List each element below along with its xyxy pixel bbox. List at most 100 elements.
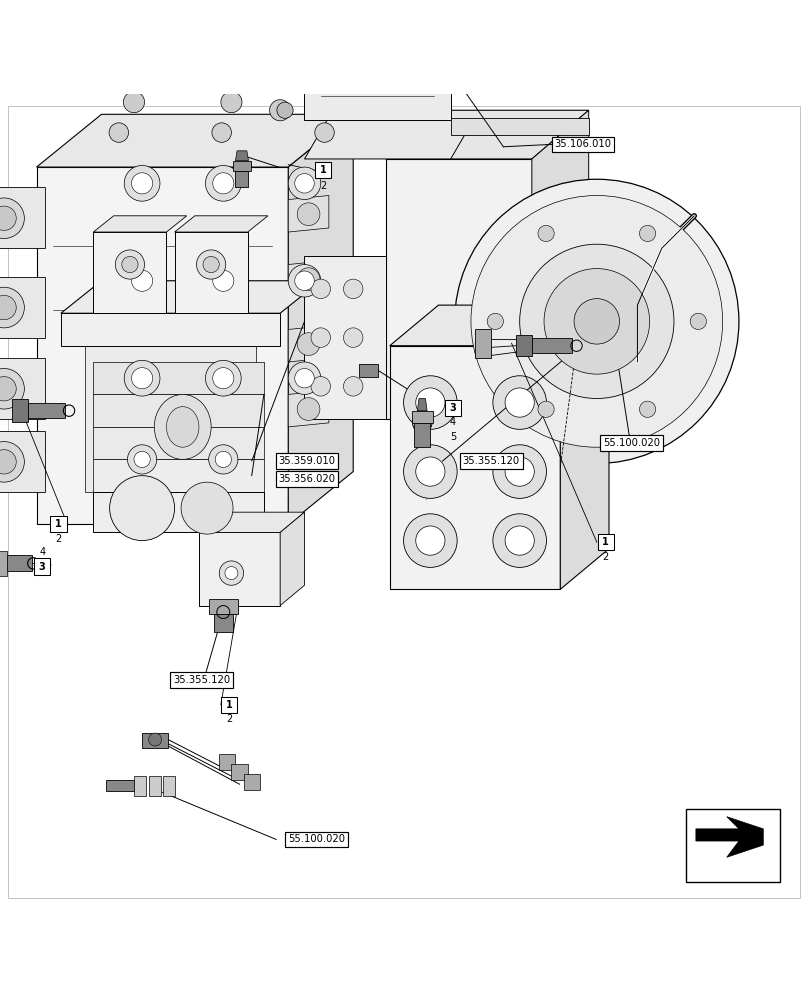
Text: 5: 5 [449,432,456,442]
Polygon shape [560,305,608,589]
Circle shape [0,206,16,230]
Circle shape [212,368,234,389]
Circle shape [219,561,243,585]
Polygon shape [450,118,588,135]
Polygon shape [142,733,168,748]
Polygon shape [163,776,175,796]
Polygon shape [474,329,491,358]
Polygon shape [93,394,264,427]
Circle shape [221,92,242,113]
Polygon shape [280,512,304,606]
Circle shape [294,174,314,193]
Ellipse shape [154,394,211,459]
Circle shape [519,244,673,399]
Polygon shape [304,256,385,419]
Polygon shape [531,110,588,419]
Circle shape [492,514,546,567]
Text: 35.359.010: 35.359.010 [278,456,335,466]
Circle shape [0,450,16,474]
Circle shape [123,92,144,113]
Circle shape [294,368,314,388]
Text: 2: 2 [55,534,62,544]
Circle shape [297,333,320,355]
Polygon shape [414,423,430,447]
Polygon shape [28,403,65,418]
Polygon shape [0,277,45,338]
Polygon shape [358,364,377,377]
Polygon shape [695,817,762,857]
Circle shape [212,123,231,142]
Polygon shape [134,776,146,796]
Polygon shape [288,196,328,232]
Text: 4: 4 [449,417,456,427]
Circle shape [203,256,219,273]
Bar [444,400,461,416]
Circle shape [297,398,320,420]
Polygon shape [288,260,328,297]
Circle shape [0,287,24,328]
Text: 3: 3 [449,403,456,413]
Circle shape [379,77,392,90]
Circle shape [124,360,160,396]
Polygon shape [174,232,247,313]
Polygon shape [199,512,304,532]
Circle shape [212,270,234,291]
Polygon shape [93,427,264,459]
Circle shape [470,196,722,447]
Circle shape [196,250,225,279]
Circle shape [492,445,546,498]
Circle shape [311,377,330,396]
Text: 1: 1 [320,165,326,175]
Polygon shape [288,390,328,427]
Polygon shape [148,776,161,796]
Circle shape [127,445,157,474]
Polygon shape [219,754,235,770]
Polygon shape [0,551,7,576]
Circle shape [225,567,238,580]
Bar [597,534,613,550]
Polygon shape [235,151,248,161]
Polygon shape [389,346,560,589]
Circle shape [415,526,444,555]
Circle shape [537,225,553,242]
Circle shape [492,376,546,429]
Polygon shape [93,492,264,532]
Circle shape [0,442,24,482]
Circle shape [415,388,444,417]
Circle shape [208,445,238,474]
Text: 1: 1 [55,519,62,529]
Circle shape [689,313,706,329]
Circle shape [504,388,534,417]
Circle shape [454,179,738,463]
Polygon shape [411,411,432,423]
Circle shape [403,376,457,429]
Polygon shape [93,216,187,232]
Polygon shape [0,358,45,419]
Polygon shape [385,110,588,159]
Polygon shape [61,281,320,313]
Circle shape [269,100,290,121]
Text: 55.100.020: 55.100.020 [288,834,345,844]
Polygon shape [7,555,32,571]
Bar [34,558,50,575]
Circle shape [311,328,330,347]
Circle shape [109,123,128,142]
Bar [315,162,331,178]
Polygon shape [231,764,247,780]
Circle shape [134,451,150,468]
Polygon shape [233,161,251,171]
Text: 35.355.120: 35.355.120 [173,675,230,685]
Circle shape [205,360,241,396]
Circle shape [343,328,363,347]
Polygon shape [85,328,255,492]
Polygon shape [36,167,288,524]
Circle shape [297,203,320,226]
Text: 55.100.020: 55.100.020 [603,438,659,448]
Circle shape [343,377,363,396]
Circle shape [0,198,24,239]
Text: 35.355.120: 35.355.120 [462,456,519,466]
Circle shape [288,362,320,394]
Text: 35.106.010: 35.106.010 [554,139,611,149]
Circle shape [297,268,320,291]
Circle shape [205,263,241,299]
